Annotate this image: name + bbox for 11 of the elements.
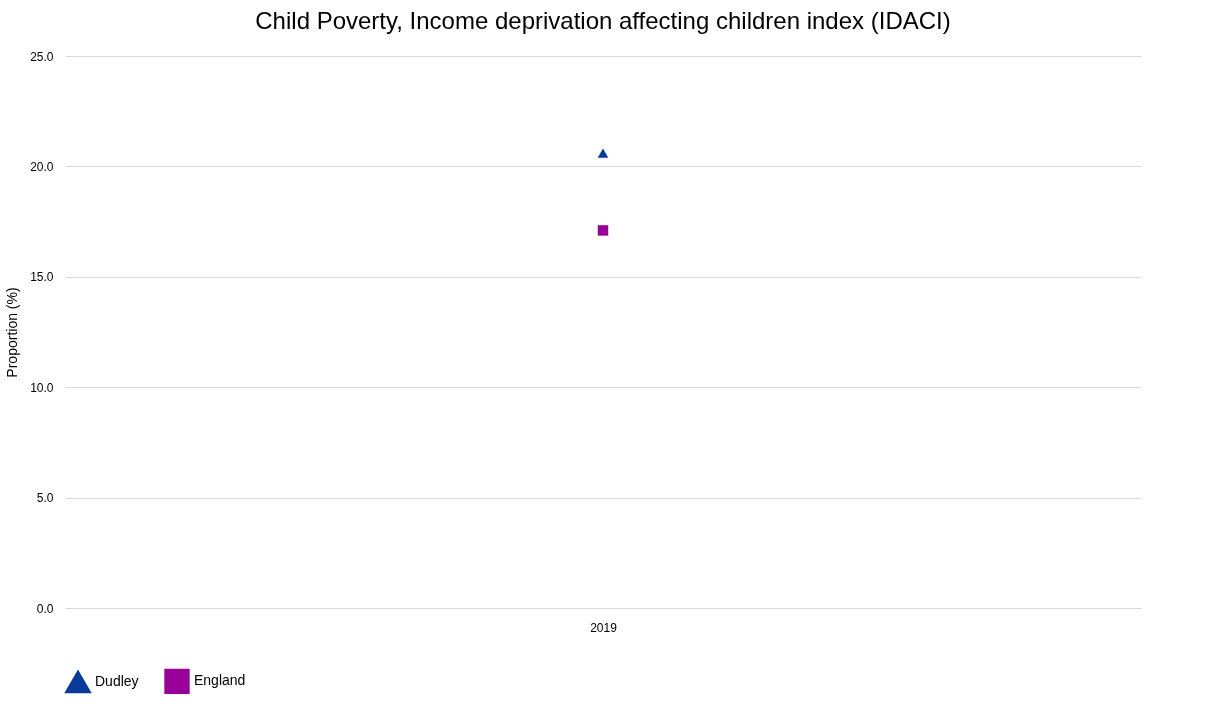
y-tick-label: 25.0 — [30, 49, 54, 64]
legend-label: England — [194, 672, 246, 689]
chart-title: Child Poverty, Income deprivation affecting children index (IDACI) — [255, 7, 951, 34]
y-tick-label: 15.0 — [30, 270, 54, 285]
y-tick-label: 10.0 — [30, 380, 54, 395]
y-axis-title: Proportion (%) — [4, 287, 21, 378]
y-tick-label: 5.0 — [36, 491, 54, 506]
y-tick-label: 0.0 — [36, 601, 54, 616]
legend-label: Dudley — [95, 673, 139, 690]
x-tick-label: 2019 — [590, 620, 618, 635]
y-tick-label: 20.0 — [30, 159, 54, 174]
